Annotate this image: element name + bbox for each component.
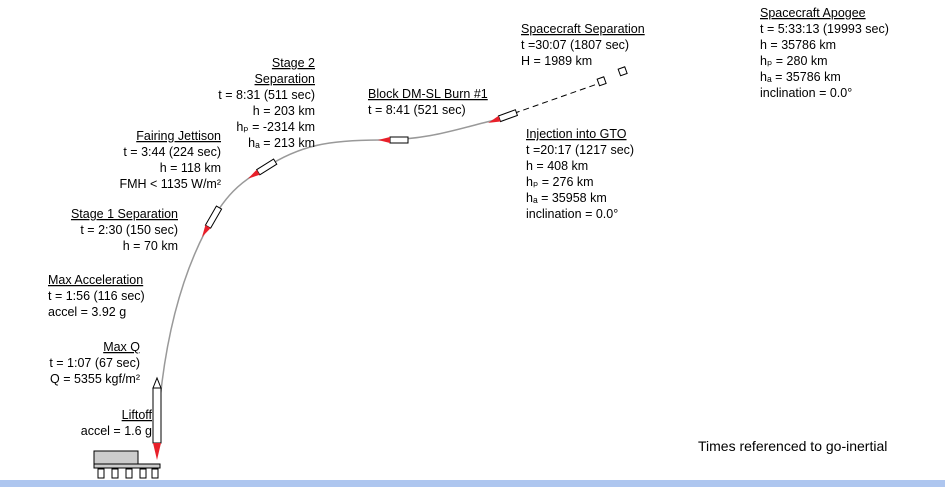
event-detail: t = 2:30 (150 sec) [80,223,178,237]
event-title: Max Acceleration [48,273,143,287]
rocket-stage1 [202,205,223,238]
rocket-injection [488,109,519,123]
event-title: Spacecraft Separation [521,22,645,36]
event-detail: H = 1989 km [521,54,592,68]
event-detail: FMH < 1135 W/m² [119,177,221,191]
event-detail: t = 1:07 (67 sec) [49,356,140,370]
event-title: Block DM-SL Burn #1 [368,87,488,101]
rocket-stage2 [248,158,278,179]
event-detail: t =20:17 (1217 sec) [526,143,634,157]
event-title: Injection into GTO [526,127,627,141]
event-detail: t = 8:41 (521 sec) [368,103,466,117]
event-detail: accel = 1.6 g [81,424,152,438]
launch-pad [93,450,161,479]
event-title: Spacecraft Apogee [760,6,866,20]
upper-stage [596,76,607,87]
event-detail: hₚ = 280 km [760,54,828,68]
event-title: Fairing Jettison [136,129,221,143]
event-detail: h = 118 km [160,161,221,175]
event-detail: h = 203 km [253,104,315,118]
event-detail: inclination = 0.0° [526,207,618,221]
event-title: Stage 2 Separation [255,56,316,86]
note: Times referenced to go-inertial [698,438,887,454]
event-detail: t = 1:56 (116 sec) [48,289,145,303]
event-detail: h = 35786 km [760,38,836,52]
event-detail: hₚ = 276 km [526,175,594,189]
spacecraft [617,66,628,77]
event-detail: h = 408 km [526,159,588,173]
event-detail: t = 5:33:13 (19993 sec) [760,22,889,36]
event-detail: t = 3:44 (224 sec) [123,145,221,159]
event-detail: inclination = 0.0° [760,86,852,100]
rocket-block-dm [378,136,409,144]
event-title: Liftoff [122,408,153,422]
event-detail: Q = 5355 kgf/m² [50,372,140,386]
event-detail: hₚ = -2314 km [236,120,315,134]
event-detail: h = 70 km [123,239,178,253]
event-detail: hₐ = 35786 km [760,70,841,84]
ground [0,480,945,487]
event-title: Max Q [103,340,140,354]
event-detail: accel = 3.92 g [48,305,126,319]
event-title: Stage 1 Separation [71,207,178,221]
event-detail: hₐ = 35958 km [526,191,607,205]
coast-line [494,81,604,121]
event-detail: t =30:07 (1807 sec) [521,38,629,52]
event-detail: t = 8:31 (511 sec) [218,88,315,102]
rocket-liftoff [152,376,162,460]
event-detail: hₐ = 213 km [248,136,315,150]
